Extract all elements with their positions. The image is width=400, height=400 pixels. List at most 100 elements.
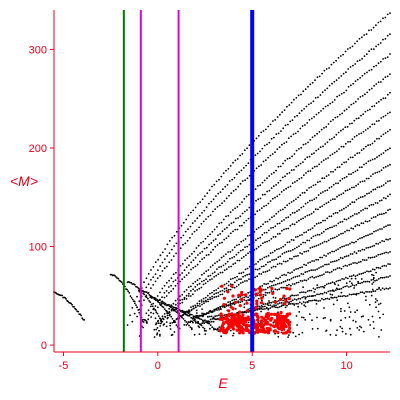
data-point xyxy=(354,63,357,65)
data-point xyxy=(218,326,221,328)
data-point xyxy=(160,322,162,325)
highlight-point xyxy=(226,290,230,294)
data-point xyxy=(156,333,158,336)
data-point xyxy=(331,101,334,103)
data-point xyxy=(267,304,270,307)
data-point xyxy=(303,191,306,194)
data-point xyxy=(223,290,226,293)
data-point xyxy=(244,280,246,282)
data-point xyxy=(381,252,384,255)
data-point xyxy=(274,297,277,299)
data-point xyxy=(322,219,324,222)
data-point xyxy=(297,196,299,199)
data-point xyxy=(363,292,366,295)
data-point xyxy=(291,258,293,260)
highlight-point xyxy=(288,320,292,324)
data-point xyxy=(322,285,324,288)
data-point xyxy=(344,316,347,319)
data-point xyxy=(272,296,275,299)
data-point xyxy=(287,227,290,230)
data-point xyxy=(353,241,355,244)
data-point xyxy=(175,308,178,311)
data-point xyxy=(341,245,343,248)
data-point xyxy=(207,300,210,303)
data-point xyxy=(321,177,324,180)
data-point xyxy=(351,214,354,217)
data-point xyxy=(297,305,300,308)
data-point xyxy=(272,120,274,122)
data-point xyxy=(389,180,391,182)
data-point xyxy=(238,203,241,206)
data-point xyxy=(336,195,338,198)
data-point xyxy=(362,330,365,333)
data-point xyxy=(311,319,313,322)
data-point xyxy=(271,251,274,254)
data-point xyxy=(359,96,362,98)
data-point xyxy=(194,280,197,283)
data-point xyxy=(273,215,275,217)
data-point xyxy=(168,252,171,255)
data-point xyxy=(346,229,348,232)
vertical-markers-layer xyxy=(122,10,255,352)
highlight-point xyxy=(237,314,242,318)
data-point xyxy=(316,327,319,330)
data-point xyxy=(364,220,367,223)
data-point xyxy=(222,218,225,221)
data-point xyxy=(319,146,322,149)
data-point xyxy=(313,152,315,155)
data-point xyxy=(214,208,217,211)
data-point xyxy=(326,271,329,273)
highlight-point xyxy=(244,293,248,297)
data-point xyxy=(323,291,326,294)
data-point xyxy=(288,104,291,106)
data-point xyxy=(325,240,328,243)
data-point xyxy=(291,248,294,251)
data-point xyxy=(174,299,177,302)
data-point xyxy=(159,325,162,327)
data-point xyxy=(294,276,297,278)
data-point xyxy=(345,89,348,92)
data-point xyxy=(158,302,161,304)
data-point xyxy=(307,262,309,264)
data-point xyxy=(184,230,187,233)
data-point xyxy=(207,215,210,218)
data-point xyxy=(161,300,164,303)
data-point xyxy=(345,108,348,111)
data-point xyxy=(301,316,303,319)
data-point xyxy=(192,259,195,261)
data-point xyxy=(341,330,344,333)
highlight-point xyxy=(242,317,246,321)
data-point xyxy=(197,317,200,320)
data-point xyxy=(327,282,330,285)
data-point xyxy=(335,249,337,252)
data-point xyxy=(345,276,347,279)
data-point xyxy=(181,298,184,301)
data-point xyxy=(159,335,161,337)
data-point xyxy=(326,263,328,266)
data-point xyxy=(148,300,151,302)
data-point xyxy=(289,250,292,252)
data-point xyxy=(190,328,193,331)
data-point xyxy=(373,244,376,247)
data-point xyxy=(209,214,212,217)
data-point xyxy=(172,280,175,283)
data-point xyxy=(227,284,230,287)
data-point xyxy=(221,306,224,308)
data-point xyxy=(183,324,186,326)
highlight-point xyxy=(235,321,239,325)
data-point xyxy=(301,291,303,293)
data-point xyxy=(254,268,257,271)
data-point xyxy=(280,191,283,193)
data-point xyxy=(168,240,171,242)
data-point xyxy=(243,149,246,152)
data-point xyxy=(340,75,343,77)
data-point xyxy=(272,284,275,287)
data-point xyxy=(270,266,273,269)
data-point xyxy=(283,228,285,231)
data-point xyxy=(276,148,279,151)
data-point xyxy=(387,180,389,183)
data-point xyxy=(373,256,376,258)
data-point xyxy=(236,228,239,231)
data-point xyxy=(278,193,281,196)
data-point xyxy=(338,267,341,269)
